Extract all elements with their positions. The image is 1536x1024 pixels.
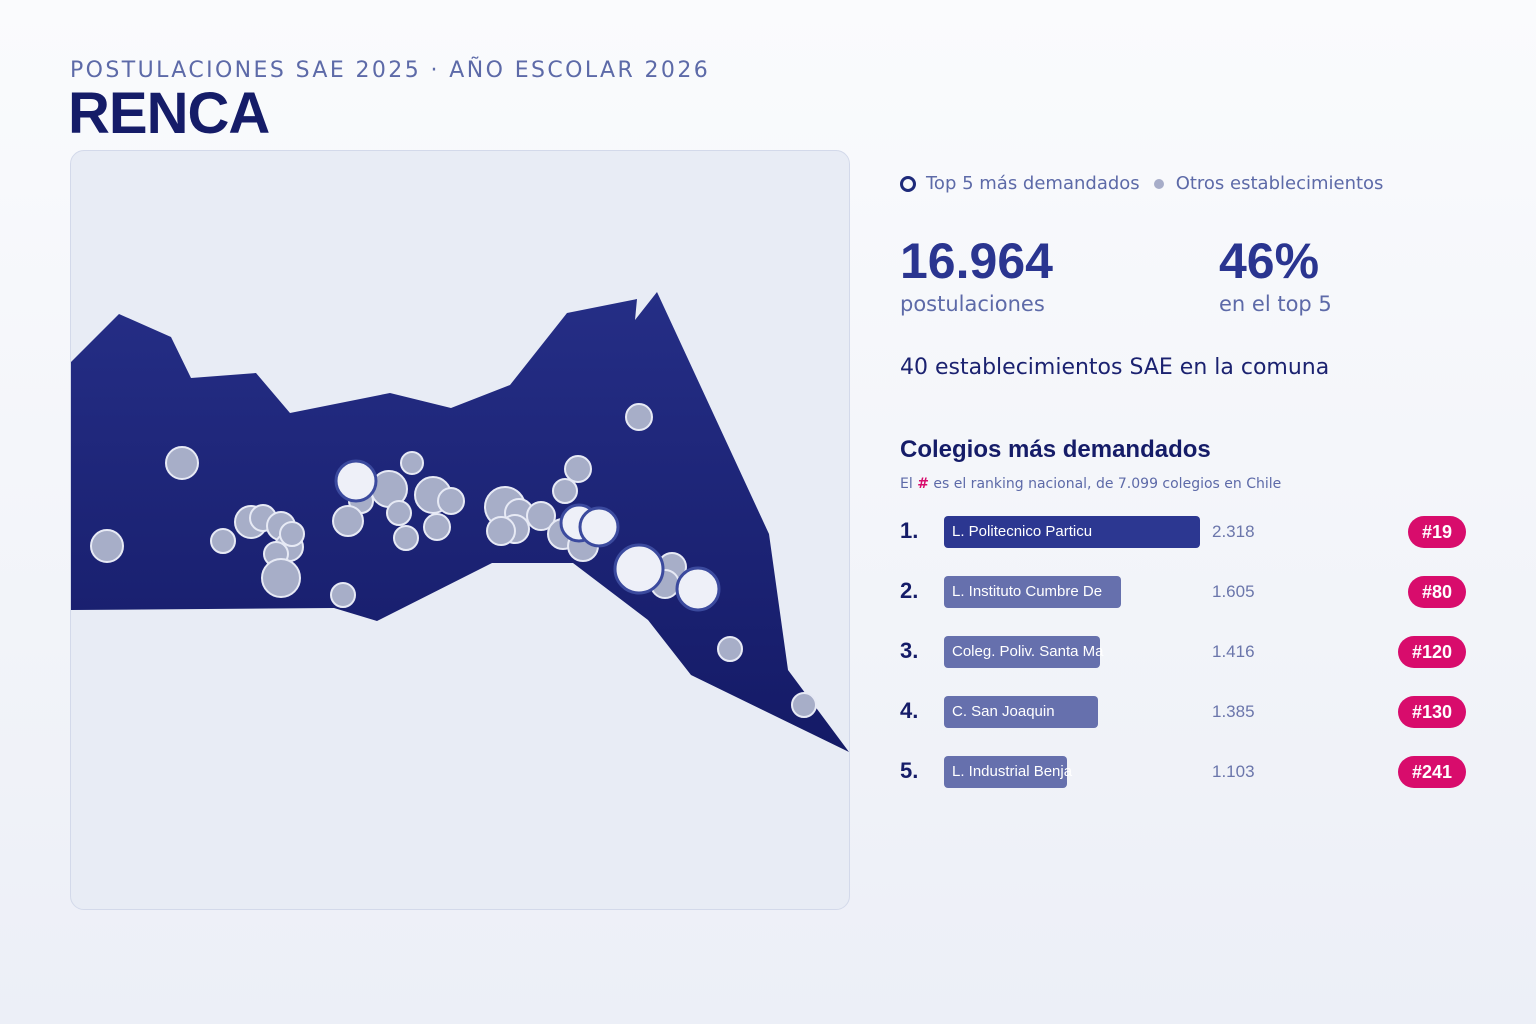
top5-school-marker[interactable]: [578, 506, 620, 548]
demand-bar-track: L. Instituto Cumbre De: [944, 576, 1200, 608]
school-marker[interactable]: [526, 501, 556, 531]
ranking-row[interactable]: 1. L. Politecnico Particu 2.318 #19: [900, 516, 1466, 548]
school-name: C. San Joaquin: [952, 703, 1055, 720]
demand-bar: [944, 696, 1098, 728]
school-marker[interactable]: [564, 455, 592, 483]
demand-bar: [944, 516, 1200, 548]
top5-school-marker[interactable]: [334, 459, 378, 503]
top5-school-marker[interactable]: [613, 543, 665, 595]
top5-legend-icon: [900, 175, 916, 192]
ranking-row[interactable]: 5. L. Industrial Benjamin 1.103 #241: [900, 756, 1466, 788]
school-marker[interactable]: [552, 478, 578, 504]
map-legend: Top 5 más demandados Otros establecimien…: [900, 173, 1383, 194]
demand-bar-track: L. Politecnico Particu: [944, 516, 1200, 548]
school-marker[interactable]: [400, 451, 424, 475]
rank-number: 3.: [900, 638, 919, 663]
school-marker[interactable]: [423, 513, 451, 541]
school-marker[interactable]: [437, 487, 465, 515]
school-name: L. Industrial Benjamin: [952, 763, 1073, 780]
top5-school-marker[interactable]: [675, 566, 721, 612]
commune-map[interactable]: [70, 150, 850, 910]
demand-bar: [944, 576, 1121, 608]
applications-value: 1.416: [1212, 642, 1255, 661]
demand-bar: [944, 756, 1067, 788]
top5-share-label: en el top 5: [1219, 292, 1332, 316]
demand-bar-track: Coleg. Poliv. Santa Ma: [944, 636, 1200, 668]
school-name: L. Instituto Cumbre De: [952, 583, 1103, 600]
school-marker[interactable]: [261, 558, 301, 598]
demand-bar: [944, 636, 1101, 668]
national-rank-badge: #120: [1397, 636, 1466, 668]
rank-number: 4.: [900, 698, 919, 723]
rank-number: 1.: [900, 518, 919, 543]
national-rank-badge: #19: [1407, 516, 1466, 548]
school-name: Coleg. Poliv. Santa Ma: [952, 643, 1104, 660]
applications-value: 1.385: [1212, 702, 1255, 721]
school-marker[interactable]: [90, 529, 124, 563]
applications-count: 16.964: [900, 233, 1053, 289]
demand-bar-track: C. San Joaquin: [944, 696, 1200, 728]
school-marker[interactable]: [625, 403, 653, 431]
rank-number: 2.: [900, 578, 919, 603]
applications-value: 1.605: [1212, 582, 1255, 601]
national-rank-badge: #130: [1397, 696, 1466, 728]
school-marker[interactable]: [791, 692, 817, 718]
school-marker[interactable]: [279, 521, 305, 547]
ranking-row[interactable]: 2. L. Instituto Cumbre De 1.605 #80: [900, 576, 1466, 608]
commune-boundary: [71, 292, 849, 752]
ranking-row[interactable]: 3. Coleg. Poliv. Santa Ma 1.416 #120: [900, 636, 1466, 668]
page-supertitle: POSTULACIONES SAE 2025 · AÑO ESCOLAR 202…: [70, 58, 711, 83]
school-marker[interactable]: [332, 505, 364, 537]
top5-share: 46%: [1219, 233, 1320, 289]
others-legend-label: Otros establecimientos: [1175, 173, 1384, 194]
applications-value: 1.103: [1212, 762, 1255, 781]
school-marker[interactable]: [717, 636, 743, 662]
national-rank-badge: #80: [1407, 576, 1466, 608]
applications-value: 2.318: [1212, 522, 1255, 541]
school-marker[interactable]: [486, 516, 516, 546]
school-marker[interactable]: [393, 525, 419, 551]
school-marker[interactable]: [330, 582, 356, 608]
top5-legend-label: Top 5 más demandados: [926, 173, 1140, 194]
school-markers: [90, 403, 817, 718]
school-marker[interactable]: [165, 446, 199, 480]
applications-label: postulaciones: [900, 292, 1045, 316]
map-svg: [71, 292, 849, 752]
ranking-hash: #: [917, 476, 929, 492]
ranking-title: Colegios más demandados: [900, 436, 1211, 463]
school-marker[interactable]: [386, 500, 412, 526]
page-title: RENCA: [68, 81, 270, 146]
demand-bar-track: L. Industrial Benjamin: [944, 756, 1200, 788]
school-marker[interactable]: [210, 528, 236, 554]
ranking-row[interactable]: 4. C. San Joaquin 1.385 #130: [900, 696, 1466, 728]
rank-number: 5.: [900, 758, 919, 783]
national-rank-badge: #241: [1397, 756, 1466, 788]
ranking-note: El # es el ranking nacional, de 7.099 co…: [900, 476, 1282, 492]
establishments-count: 40 establecimientos SAE en la comuna: [900, 355, 1330, 380]
others-legend-icon: [1153, 178, 1164, 189]
school-name: L. Politecnico Particu: [952, 523, 1093, 540]
